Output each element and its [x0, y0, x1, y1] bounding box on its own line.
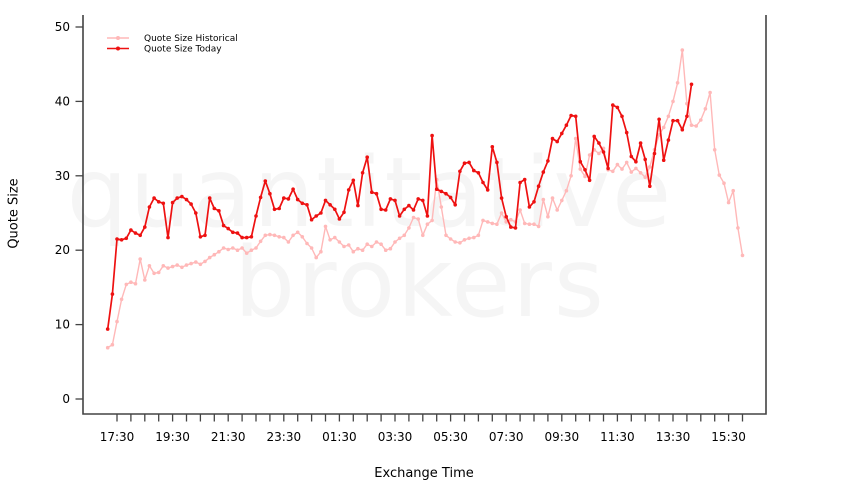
svg-text:Quote Size Historical: Quote Size Historical	[144, 34, 238, 44]
svg-text:20: 20	[55, 243, 70, 257]
svg-text:15:30: 15:30	[711, 430, 746, 444]
svg-text:40: 40	[55, 94, 70, 108]
x-axis-tick-labels: 17:30 19:30 21:30 23:30 01:30 03:30 05:30 07:30…	[100, 430, 746, 444]
svg-text:07:30: 07:30	[489, 430, 524, 444]
svg-text:17:30: 17:30	[100, 430, 135, 444]
svg-text:23:30: 23:30	[267, 430, 302, 444]
svg-text:0: 0	[62, 392, 70, 406]
svg-text:05:30: 05:30	[433, 430, 468, 444]
y-axis-title: Quote Size	[6, 178, 22, 249]
svg-text:09:30: 09:30	[545, 430, 580, 444]
svg-text:13:30: 13:30	[656, 430, 691, 444]
x-axis-title: Exchange Time	[374, 466, 474, 481]
svg-text:03:30: 03:30	[378, 430, 413, 444]
svg-text:30: 30	[55, 169, 70, 183]
y-axis-ticks	[75, 26, 83, 400]
series-historical	[105, 48, 745, 350]
svg-text:50: 50	[55, 20, 70, 34]
svg-text:brokers: brokers	[234, 227, 606, 339]
y-axis-tick-labels: 0 10 20 30 40 50	[55, 20, 70, 406]
series-today	[105, 82, 694, 331]
svg-text:19:30: 19:30	[155, 430, 190, 444]
legend-item: Quote Size Today	[107, 45, 222, 55]
plot-frame	[82, 15, 767, 415]
x-axis-ticks	[116, 414, 744, 422]
svg-text:11:30: 11:30	[600, 430, 635, 444]
svg-text:Quote Size Today: Quote Size Today	[144, 45, 222, 55]
svg-text:01:30: 01:30	[322, 430, 357, 444]
svg-text:10: 10	[55, 318, 70, 332]
legend-item: Quote Size Historical	[107, 34, 238, 44]
svg-text:21:30: 21:30	[211, 430, 246, 444]
